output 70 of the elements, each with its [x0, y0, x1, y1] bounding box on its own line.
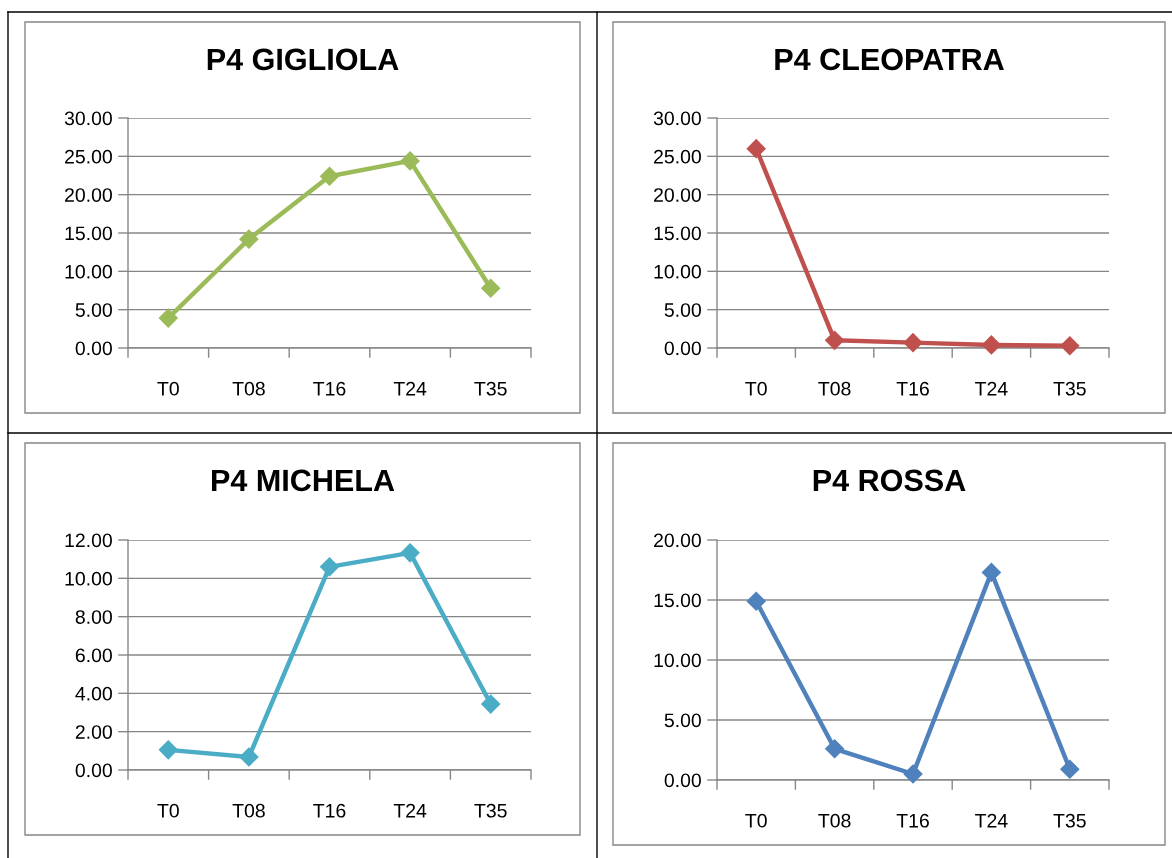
y-tick-label: 2.00: [75, 725, 112, 739]
y-tick-label: 25.00: [65, 149, 112, 164]
point: [158, 308, 179, 328]
x-tick-label: T16: [896, 813, 929, 828]
y-tick-label: 0.00: [75, 341, 112, 356]
point: [319, 166, 340, 187]
point: [1059, 759, 1080, 780]
y-tick-label: 5.00: [75, 303, 112, 317]
point: [746, 591, 767, 612]
x-tick-label: T24: [393, 381, 427, 396]
y-tick-label: 10.00: [654, 264, 701, 279]
chart-title: P4 CLEOPATRA: [775, 48, 1004, 71]
x-tick-label: T24: [975, 381, 1008, 396]
y-tick-label: 0.00: [664, 773, 701, 788]
point: [903, 332, 923, 353]
chart-title: P4 GIGLIOLA: [207, 48, 399, 71]
x-tick-label: T08: [818, 813, 851, 828]
x-tick-label: T35: [474, 803, 507, 818]
y-tick-label: 20.00: [654, 533, 701, 548]
x-tick-label: T35: [474, 381, 507, 396]
point: [400, 543, 420, 563]
x-tick-label: T16: [313, 381, 346, 396]
y-tick-label: 30.00: [653, 111, 701, 126]
y-tick-label: 15.00: [65, 226, 112, 241]
x-tick-label: T16: [313, 803, 346, 818]
chart-title: P4 ROSSA: [813, 469, 966, 492]
x-tick-label: T35: [1053, 381, 1086, 396]
point: [903, 764, 923, 784]
x-tick-label: T0: [745, 381, 767, 396]
point: [480, 278, 501, 299]
point: [1059, 335, 1080, 356]
x-tick-label: T0: [745, 813, 767, 828]
point: [824, 738, 845, 759]
y-tick-label: 10.00: [65, 264, 112, 279]
y-tick-label: 12.00: [65, 533, 112, 548]
y-tick-label: 25.00: [654, 149, 701, 164]
y-tick-label: 20.00: [65, 188, 112, 202]
point: [480, 694, 501, 714]
point: [746, 138, 767, 159]
y-tick-label: 10.00: [654, 653, 701, 668]
x-tick-label: T35: [1053, 813, 1086, 828]
y-tick-label: 8.00: [75, 610, 112, 624]
y-tick-label: 5.00: [664, 713, 701, 728]
x-tick-label: T0: [157, 381, 179, 396]
x-tick-label: T08: [818, 381, 851, 396]
point: [400, 151, 420, 171]
y-tick-label: 10.00: [65, 571, 112, 586]
y-tick-label: 20.00: [654, 188, 701, 202]
y-tick-label: 15.00: [654, 226, 701, 241]
y-tick-label: 15.00: [654, 593, 701, 608]
point: [239, 747, 259, 767]
chart-title: P4 MICHELA: [212, 469, 395, 492]
point: [981, 562, 1002, 583]
y-tick-label: 0.00: [75, 763, 112, 778]
x-tick-label: T24: [975, 813, 1008, 828]
y-tick-label: 6.00: [75, 648, 112, 663]
point: [158, 740, 179, 760]
x-tick-label: T08: [232, 381, 265, 396]
y-tick-label: 30.00: [64, 111, 112, 126]
point: [239, 229, 259, 249]
point: [981, 335, 1002, 355]
point: [319, 557, 340, 577]
x-tick-label: T16: [896, 381, 929, 396]
y-tick-label: 0.00: [664, 341, 701, 356]
point: [824, 330, 845, 351]
x-tick-label: T08: [232, 803, 265, 818]
y-tick-label: 5.00: [664, 303, 701, 317]
x-tick-label: T24: [393, 803, 427, 818]
y-tick-label: 4.00: [75, 686, 112, 701]
x-tick-label: T0: [157, 803, 179, 818]
